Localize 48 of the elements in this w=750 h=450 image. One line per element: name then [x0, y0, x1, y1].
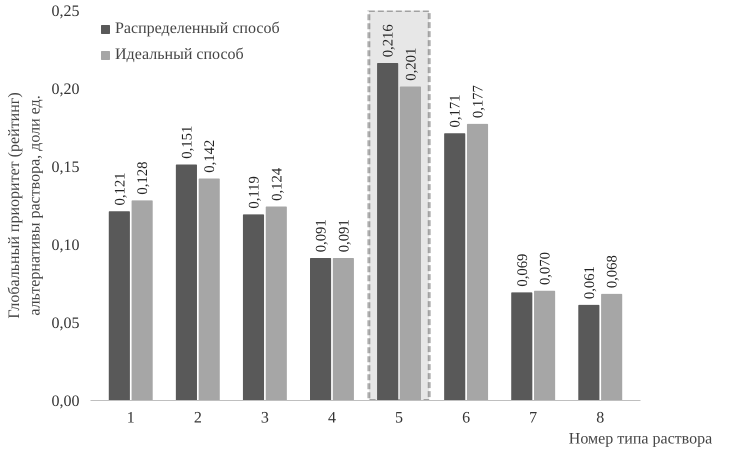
- y-axis-title: Глобальный приоритет (рейтинг) альтернативы раствора, доли ед.: [6, 92, 44, 319]
- x-tick-label: 5: [395, 410, 404, 426]
- bar: [511, 292, 532, 400]
- y-tick-label: 0,05: [52, 315, 80, 332]
- data-label: 0,171: [448, 94, 464, 128]
- data-label: 0,121: [112, 172, 128, 206]
- bar: [310, 258, 332, 400]
- y-tick-label: 0,00: [52, 393, 80, 410]
- bar: [578, 304, 600, 400]
- bar: [534, 290, 556, 400]
- bar: [132, 200, 153, 400]
- bar: [108, 211, 130, 400]
- y-tick-label: 0,20: [52, 81, 80, 98]
- bar: [466, 124, 488, 400]
- bar: [266, 206, 287, 400]
- data-label: 0,177: [470, 85, 487, 118]
- data-label: 0,119: [246, 176, 262, 209]
- data-label: 0,069: [514, 254, 531, 287]
- data-label: 0,216: [380, 24, 397, 58]
- data-label: 0,070: [538, 252, 554, 286]
- x-tick-label: 8: [596, 410, 604, 426]
- x-tick-label: 4: [328, 410, 336, 426]
- x-tick-label: 3: [260, 410, 269, 426]
- bar: [198, 178, 220, 400]
- x-tick-label: 1: [126, 410, 135, 426]
- bar: [176, 164, 197, 400]
- bar: [332, 258, 354, 400]
- data-label: 0,124: [269, 167, 286, 201]
- y-tick-label: 0,10: [52, 237, 80, 254]
- data-label: 0,128: [135, 162, 152, 195]
- legend-label: Распределенный способ: [115, 20, 280, 38]
- x-tick-label: 7: [529, 410, 538, 426]
- data-label: 0,091: [314, 219, 330, 252]
- data-label: 0,061: [582, 266, 598, 300]
- x-tick-label: 6: [462, 410, 470, 426]
- data-label: 0,091: [336, 219, 352, 252]
- bar: [444, 133, 466, 400]
- bar: [242, 214, 264, 400]
- data-label: 0,142: [202, 140, 218, 173]
- bar: [601, 294, 622, 400]
- legend-label: Идеальный способ: [115, 46, 244, 64]
- x-tick-label: 2: [194, 410, 202, 426]
- x-axis-title: Номер типа раствора: [568, 430, 712, 448]
- y-tick-label: 0,15: [52, 159, 80, 176]
- y-tick-label: 0,25: [52, 3, 80, 20]
- data-label: 0,151: [179, 126, 196, 159]
- data-label: 0,068: [604, 255, 621, 288]
- data-label: 0,201: [403, 48, 420, 81]
